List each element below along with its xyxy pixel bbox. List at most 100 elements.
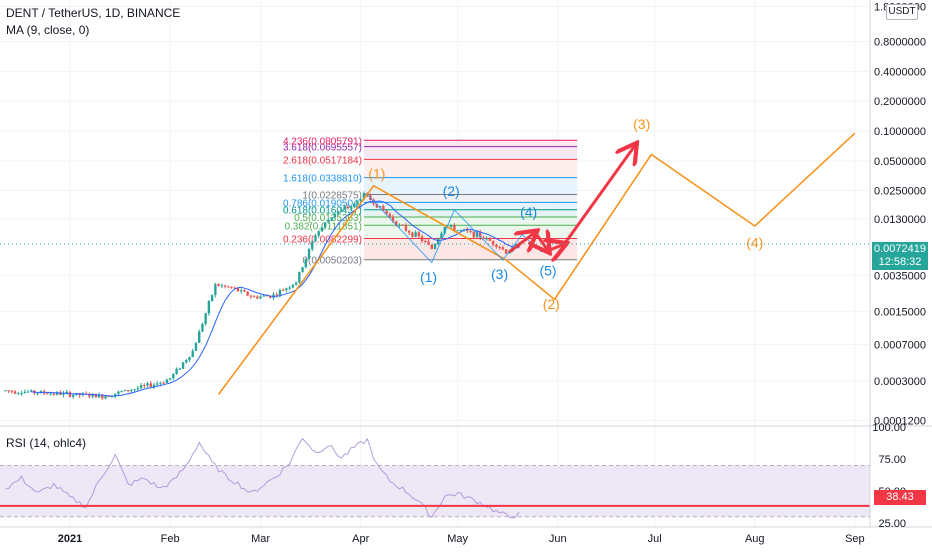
candle-body	[123, 390, 127, 392]
candle-body	[36, 393, 39, 395]
candle-body	[407, 230, 411, 233]
candle-body	[479, 231, 482, 238]
candle-body	[55, 392, 59, 395]
candle-body	[256, 296, 259, 299]
candle-body	[372, 200, 375, 204]
rsi-tick-label: 75.00	[878, 454, 906, 466]
candle-body	[346, 206, 349, 208]
candle-body	[501, 247, 505, 250]
candle-body	[133, 389, 136, 391]
fib-level-label: 0.236(0.0082299)	[283, 234, 362, 245]
candle-body	[424, 241, 427, 243]
blue-wave-label: (2)	[443, 183, 460, 199]
date-tick-label: 2021	[58, 533, 82, 545]
fib-level-label: 2.618(0.0517184)	[283, 155, 362, 166]
candle-body	[488, 238, 492, 241]
last-price-value: 0.0072419	[874, 243, 926, 255]
candle-body	[178, 368, 182, 370]
candle-body	[437, 238, 440, 245]
orange-wave-label: (2)	[543, 296, 560, 312]
fib-zone	[363, 146, 578, 160]
candle-body	[149, 383, 152, 387]
candle-body	[395, 221, 398, 226]
candle-body	[504, 249, 508, 254]
rsi-tick-label: 100.00	[872, 422, 906, 434]
candle-body	[278, 289, 282, 296]
candle-body	[104, 396, 107, 399]
fib-zone	[363, 177, 578, 195]
candle-body	[298, 271, 301, 283]
candle-body	[262, 295, 265, 297]
candle-body	[110, 396, 114, 398]
candle-body	[49, 393, 52, 395]
red-arrow	[562, 145, 635, 246]
candle-body	[307, 249, 311, 259]
ma-legend: MA (9, close, 0)	[6, 23, 90, 37]
candle-body	[159, 382, 162, 384]
fib-level-label: 0.618(0.0160437)	[283, 206, 362, 217]
rsi-line	[5, 437, 520, 519]
bar-countdown: 12:58:32	[878, 256, 922, 268]
rsi-pane	[0, 425, 932, 519]
price-tick-label: 0.0130000	[874, 214, 926, 226]
candle-body	[114, 393, 117, 397]
candle-body	[88, 394, 91, 397]
price-tick-label: 0.2000000	[874, 96, 926, 108]
candle-body	[146, 383, 149, 386]
candle-body	[333, 213, 337, 218]
price-tick-label: 0.0250000	[874, 186, 926, 198]
candle-body	[495, 244, 498, 248]
candle-body	[378, 205, 382, 208]
candle-body	[391, 216, 395, 222]
candle-body	[330, 217, 333, 221]
candle-body	[385, 210, 388, 214]
fib-zone	[363, 202, 578, 210]
fib-zone	[363, 140, 578, 147]
candle-body	[239, 290, 243, 292]
candle-body	[382, 205, 385, 211]
candle-body	[52, 393, 56, 395]
price-tick-label: 0.4000000	[874, 66, 926, 78]
blue-wave-label: (1)	[420, 269, 437, 285]
candle-body	[220, 285, 224, 287]
candle-body	[420, 236, 424, 242]
candle-body	[252, 296, 256, 298]
candle-body	[156, 383, 159, 385]
candle-body	[459, 230, 463, 232]
price-tick-label: 0.0001200	[874, 415, 926, 427]
last-price-tag: 0.0072419 12:58:32	[872, 242, 928, 270]
red-arrow	[548, 244, 564, 250]
candle-body	[265, 295, 269, 297]
date-tick-label: Jul	[648, 533, 662, 545]
candle-body	[401, 224, 404, 226]
candle-body	[198, 331, 201, 343]
fib-level-label: 3.618(0.0695557)	[283, 143, 362, 154]
candle-body	[301, 267, 304, 272]
candle-body	[139, 385, 143, 389]
candle-body	[65, 391, 68, 393]
price-tick-label: 0.0003000	[874, 376, 926, 388]
candle-body	[469, 231, 472, 233]
candle-body	[17, 393, 20, 395]
candle-body	[398, 224, 401, 226]
candle-body	[130, 390, 133, 392]
blue-wave-label: (4)	[520, 204, 537, 220]
candle-body	[320, 227, 324, 232]
candle-body	[433, 244, 437, 249]
orange-wave[interactable]: (1) (2) (3) (4)	[217, 116, 856, 395]
candle-body	[185, 360, 188, 363]
price-tick-label: 0.8000000	[874, 37, 926, 49]
fib-level-label: 1(0.0228575)	[302, 191, 362, 202]
candle-body	[175, 368, 178, 374]
candle-body	[72, 394, 75, 397]
date-tick-label: Jun	[549, 533, 567, 545]
fib-zone	[363, 194, 578, 203]
currency-selector[interactable]: USDT	[886, 4, 918, 20]
rsi-value-tag: 38.43	[874, 490, 926, 505]
red-arrows[interactable]	[508, 145, 635, 252]
candles	[4, 191, 521, 400]
candle-body	[46, 393, 49, 395]
